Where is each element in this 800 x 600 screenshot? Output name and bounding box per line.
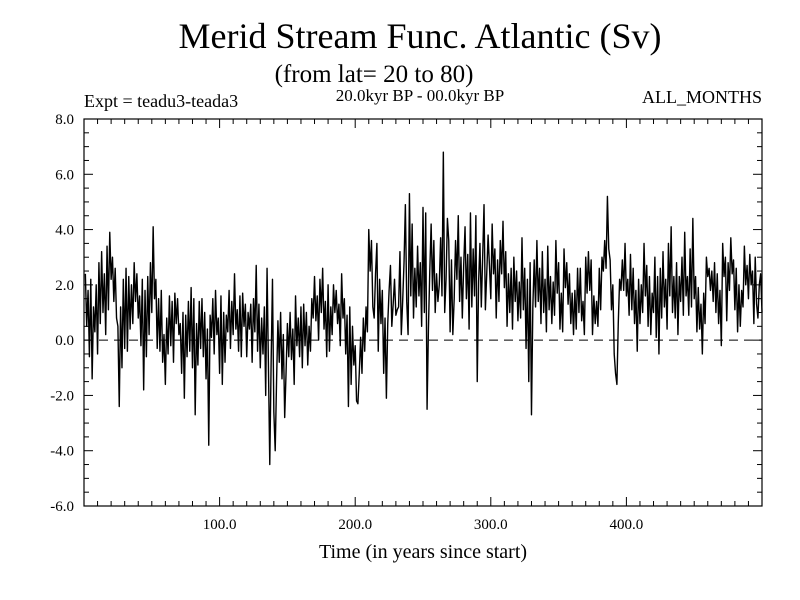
y-tick-label: -6.0 [50, 499, 74, 515]
tick-label-layer: 100.0 200.0 300.0 400.0 -6.0 -4.0 -2.0 0.0 2.0 4.… [50, 112, 643, 533]
season-label: ALL_MONTHS [642, 87, 762, 107]
chart-subtitle: (from lat= 20 to 80) [275, 61, 474, 88]
x-tick-label: 400.0 [610, 517, 644, 533]
y-tick-label: 4.0 [55, 223, 74, 239]
chart-title: Merid Stream Func. Atlantic (Sv) [179, 16, 662, 56]
tick-layer [84, 118, 762, 507]
x-tick-label: 200.0 [338, 517, 372, 533]
x-tick-label: 300.0 [474, 517, 508, 533]
y-tick-label: -2.0 [50, 388, 74, 404]
series-layer [84, 151, 763, 466]
y-tick-label: 6.0 [55, 167, 74, 183]
series-line-0 [84, 151, 763, 466]
y-tick-label: 8.0 [55, 112, 74, 128]
plot-frame [83, 118, 763, 507]
y-tick-label: -4.0 [50, 444, 74, 460]
experiment-label: Expt = teadu3-teada3 [84, 91, 238, 111]
period-label: 20.0kyr BP - 00.0kyr BP [336, 86, 504, 105]
y-tick-label: 2.0 [55, 278, 74, 294]
x-tick-label: 100.0 [203, 517, 237, 533]
y-tick-label: 0.0 [55, 333, 74, 349]
x-axis-label: Time (in years since start) [319, 541, 527, 563]
